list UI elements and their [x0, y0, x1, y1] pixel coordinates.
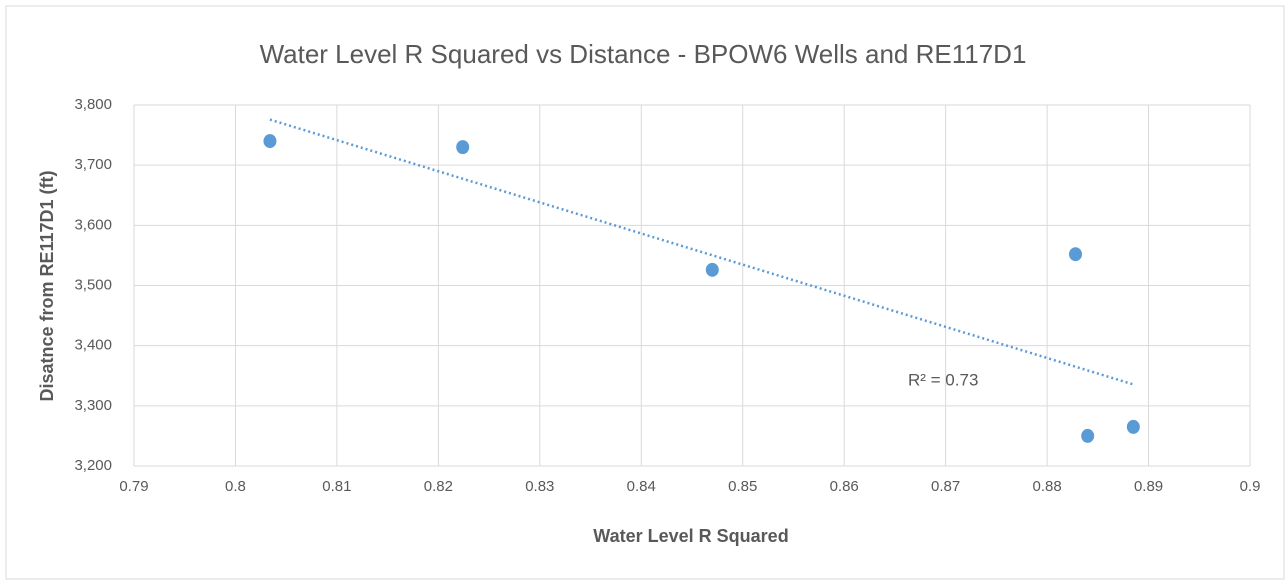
trendline — [269, 118, 1134, 386]
data-point — [1068, 247, 1082, 262]
y-tick-label: 3,400 — [74, 337, 112, 354]
data-point — [1081, 428, 1095, 443]
x-tick-label: 0.8 — [225, 478, 246, 495]
y-tick-label: 3,600 — [74, 216, 112, 233]
x-tick-label: 0.85 — [728, 478, 757, 495]
y-tick-label: 3,700 — [74, 156, 112, 173]
data-point — [1126, 419, 1140, 434]
y-tick-label: 3,300 — [74, 397, 112, 414]
y-axis-label: Disatnce from RE117D1 (ft) — [37, 170, 57, 401]
chart-title: Water Level R Squared vs Distance - BPOW… — [260, 39, 1027, 69]
data-point — [456, 140, 470, 155]
data-point — [705, 262, 719, 277]
x-tick-label: 0.9 — [1240, 478, 1261, 495]
x-tick-label: 0.79 — [119, 478, 148, 495]
x-tick-label: 0.84 — [627, 478, 656, 495]
x-tick-label: 0.89 — [1134, 478, 1163, 495]
x-tick-label: 0.81 — [322, 478, 351, 495]
trendline-annotation: R² = 0.73 — [908, 370, 978, 389]
x-tick-label: 0.88 — [1032, 478, 1061, 495]
x-tick-label: 0.82 — [424, 478, 453, 495]
y-tick-label: 3,800 — [74, 96, 112, 113]
y-tick-label: 3,200 — [74, 457, 112, 474]
y-tick-label: 3,500 — [74, 276, 112, 293]
x-axis-label: Water Level R Squared — [593, 526, 788, 546]
data-point — [263, 134, 277, 149]
x-tick-label: 0.83 — [525, 478, 554, 495]
x-tick-label: 0.86 — [830, 478, 859, 495]
x-tick-label: 0.87 — [931, 478, 960, 495]
chart-border — [5, 5, 1285, 580]
